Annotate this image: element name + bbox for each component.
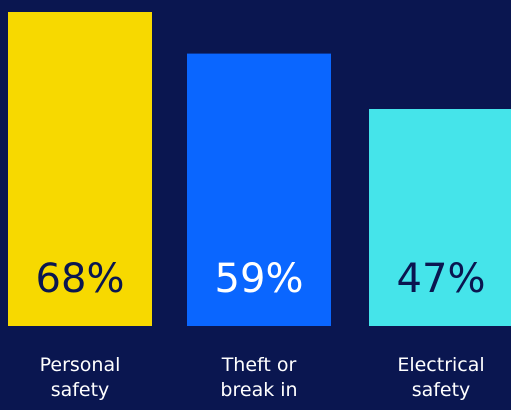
value-labels-group: 68% 59% 47% <box>36 256 486 302</box>
bar-3 <box>369 109 511 326</box>
category-label-1-line-2: safety <box>51 379 110 401</box>
category-label-3-line-1: Electrical <box>397 354 484 376</box>
bar-2 <box>187 53 331 326</box>
category-label-3-line-2: safety <box>412 379 471 401</box>
category-label-2-line-2: break in <box>220 379 297 401</box>
bars-group <box>8 12 511 326</box>
value-label-3: 47% <box>397 256 486 302</box>
value-label-2: 59% <box>215 256 304 302</box>
category-labels-group: Personal safety Theft or break in Electrical… <box>40 354 485 401</box>
bar-1 <box>8 12 152 326</box>
value-label-1: 68% <box>36 256 125 302</box>
category-label-2-line-1: Theft or <box>221 354 297 376</box>
category-label-1-line-1: Personal <box>40 354 121 376</box>
